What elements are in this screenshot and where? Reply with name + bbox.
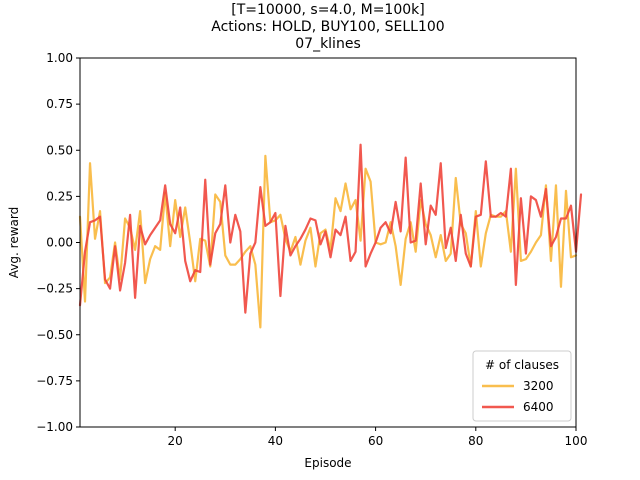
legend: # of clauses 3200 6400 (472, 350, 572, 422)
legend-title: # of clauses (485, 358, 559, 372)
y-tick-label: −0.25 (36, 282, 73, 296)
y-tick-label: −1.00 (36, 420, 73, 434)
y-axis-label: Avg. reward (7, 207, 21, 278)
y-tick-label: −0.50 (36, 328, 73, 342)
y-axis-ticks: −1.00 −0.75 −0.50 −0.25 0.00 0.25 0.50 0.75 1.00 (36, 51, 80, 434)
legend-label-6400: 6400 (523, 400, 554, 414)
y-tick-label: 1.00 (46, 51, 73, 65)
x-axis-label: Episode (304, 456, 351, 470)
chart-title-line-2: Actions: HOLD, BUY100, SELL100 (211, 19, 444, 35)
x-tick-label: 60 (368, 434, 383, 448)
y-tick-label: 0.25 (46, 189, 73, 203)
chart-title-line-3: 07_klines (295, 36, 360, 52)
y-tick-label: 0.00 (46, 236, 73, 250)
x-axis-ticks: 20 40 60 80 100 (168, 427, 588, 448)
legend-box (472, 350, 572, 422)
x-tick-label: 20 (168, 434, 183, 448)
y-tick-label: 0.50 (46, 143, 73, 157)
y-tick-label: 0.75 (46, 97, 73, 111)
y-tick-label: −0.75 (36, 374, 73, 388)
x-tick-label: 100 (565, 434, 588, 448)
chart-title-line-1: [T=10000, s=4.0, M=100k] (231, 2, 424, 18)
x-tick-label: 40 (268, 434, 283, 448)
legend-label-3200: 3200 (523, 379, 554, 393)
series-line-6400 (78, 143, 583, 314)
plot-lines (78, 143, 583, 329)
plot-frame (79, 57, 577, 428)
x-tick-label: 80 (468, 434, 483, 448)
